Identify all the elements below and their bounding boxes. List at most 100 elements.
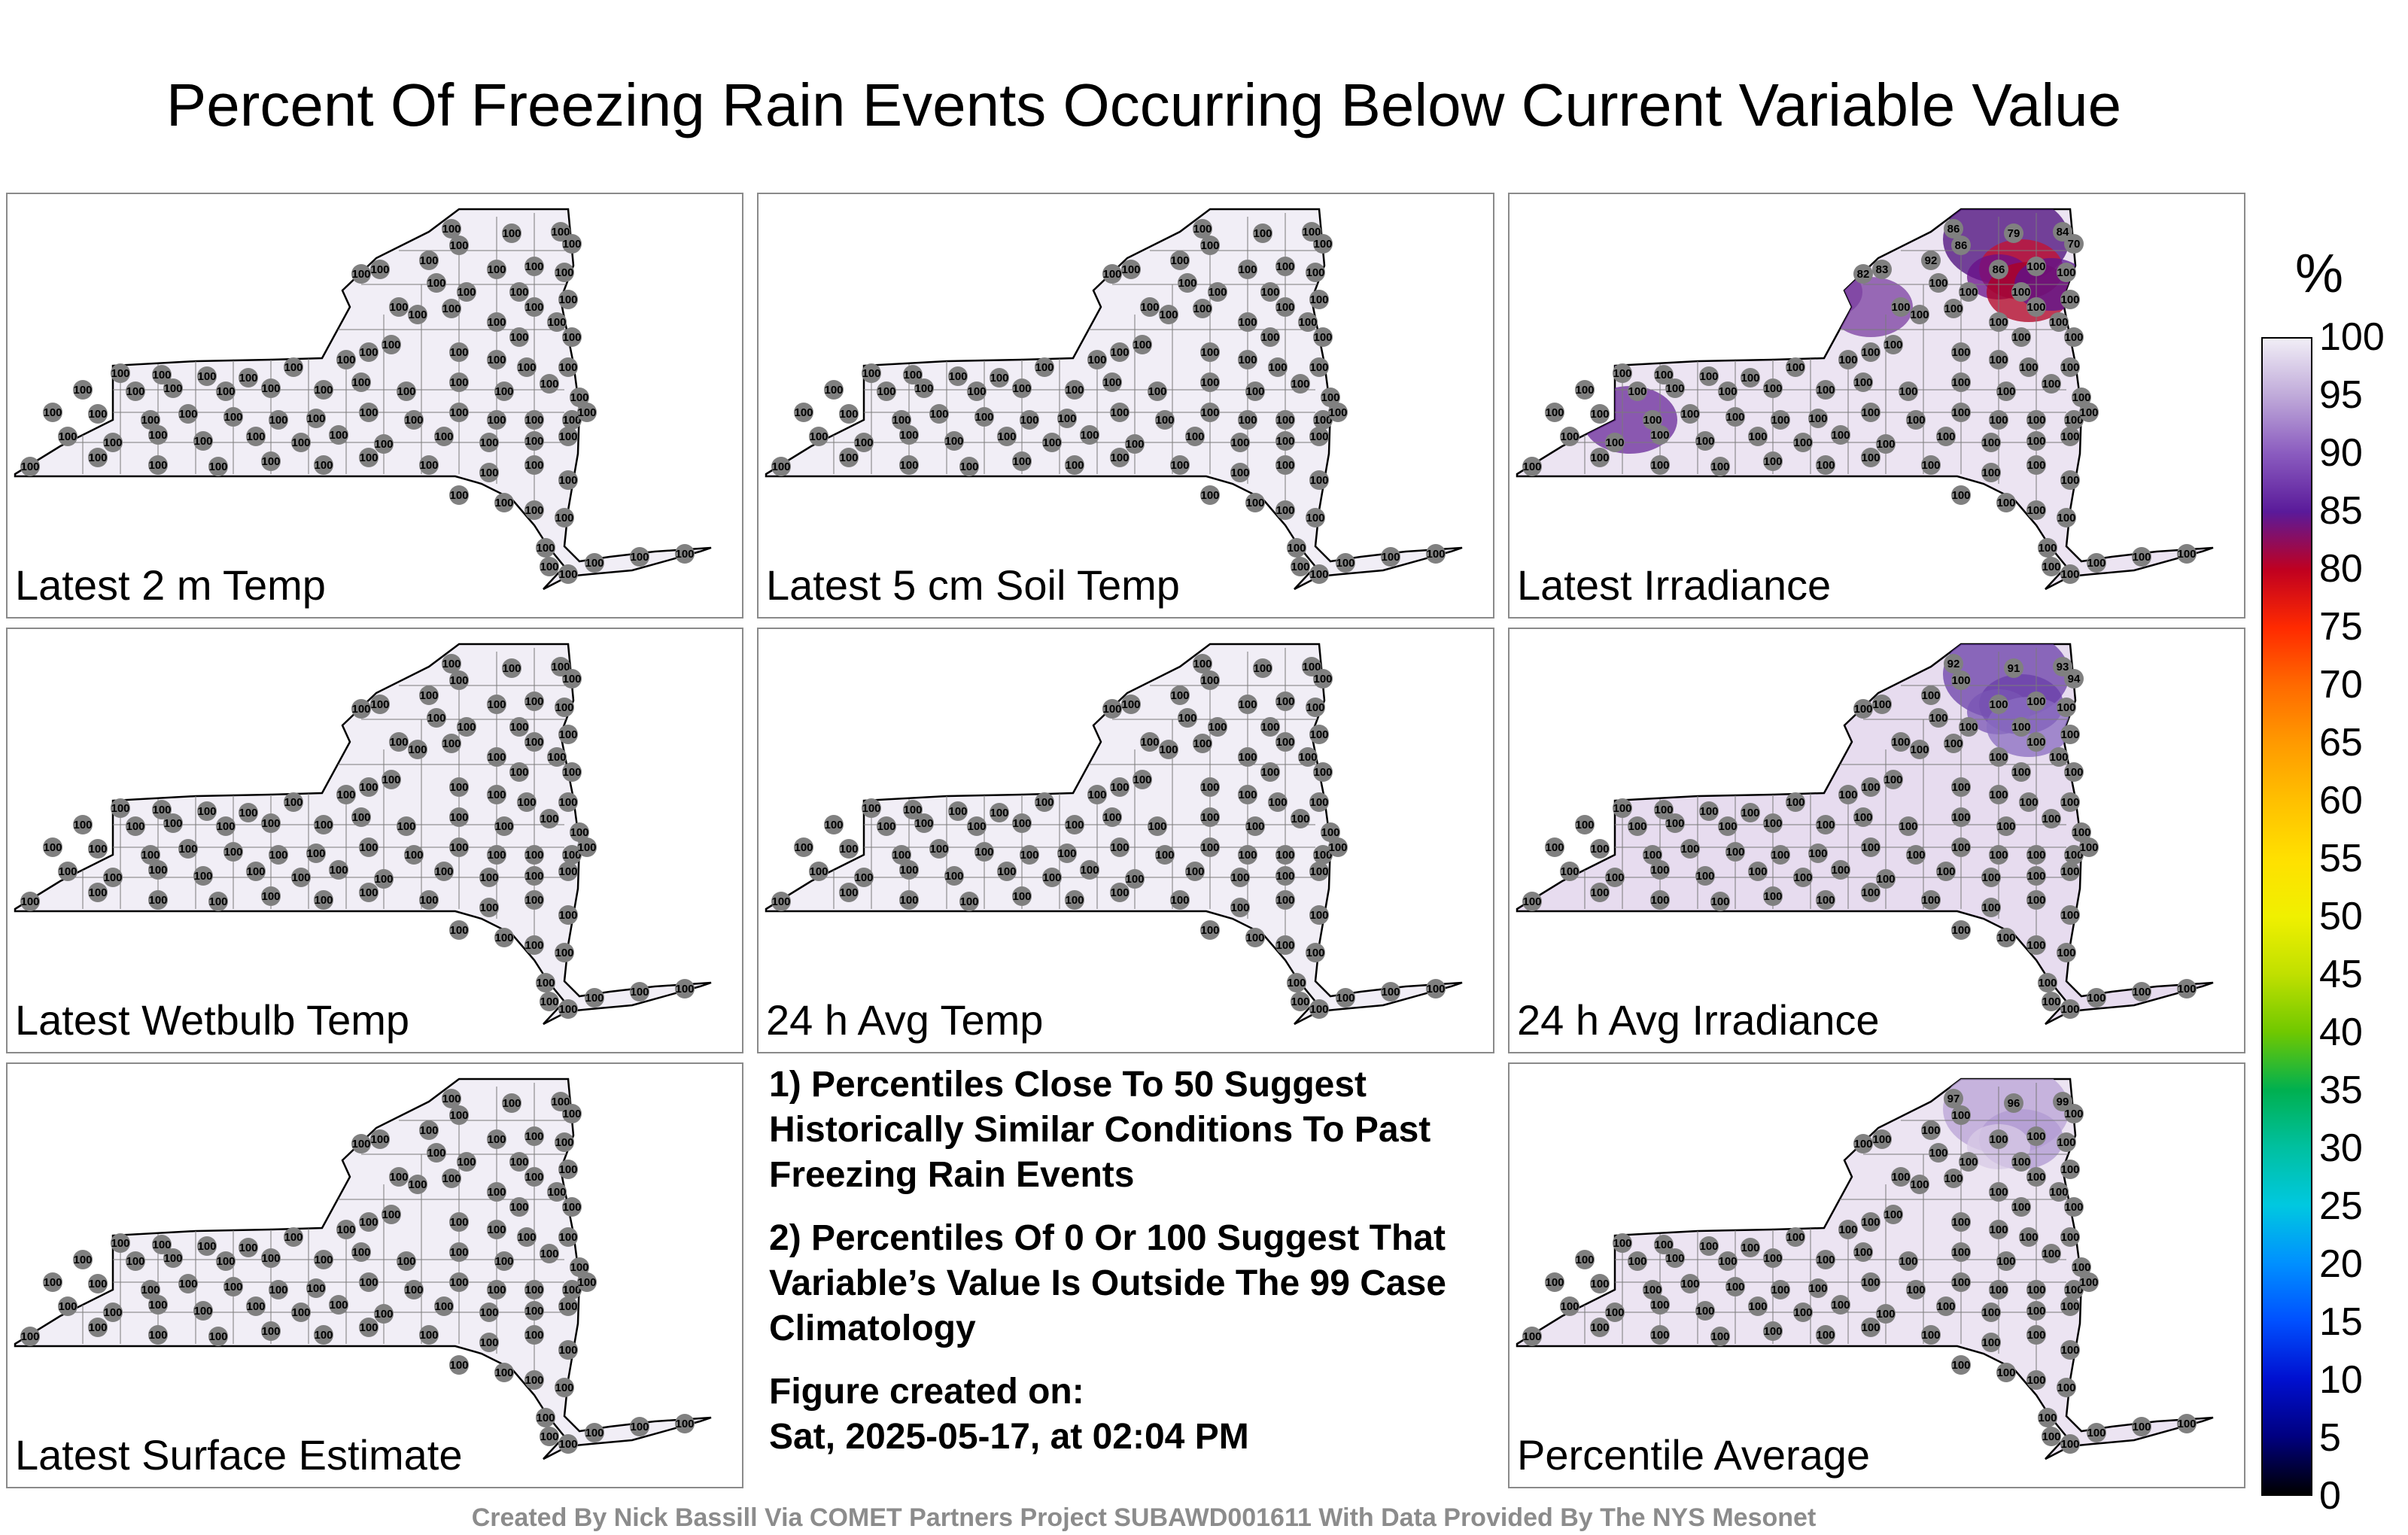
station-marker: 100: [419, 685, 439, 705]
svg-text:100: 100: [2026, 695, 2045, 708]
station-marker: 100: [408, 740, 427, 759]
station-marker: 100: [314, 380, 333, 400]
svg-text:100: 100: [408, 743, 427, 756]
svg-text:100: 100: [1831, 864, 1850, 877]
svg-text:100: 100: [1200, 239, 1219, 252]
station-marker: 100: [558, 1160, 578, 1179]
svg-text:100: 100: [487, 1186, 506, 1199]
station-marker: 100: [239, 803, 258, 822]
svg-text:100: 100: [2026, 849, 2045, 862]
colorbar-tick-label: 60: [2319, 779, 2363, 822]
svg-text:100: 100: [948, 370, 967, 383]
svg-text:100: 100: [1786, 796, 1804, 809]
station-marker: 100: [809, 862, 829, 881]
svg-text:100: 100: [509, 766, 528, 779]
svg-text:100: 100: [1654, 1239, 1673, 1251]
svg-text:100: 100: [1560, 430, 1579, 443]
svg-text:100: 100: [892, 849, 911, 862]
svg-text:100: 100: [1057, 412, 1076, 425]
station-marker: 100: [1910, 740, 1929, 759]
svg-text:100: 100: [1643, 414, 1662, 427]
station-marker: 100: [434, 427, 454, 446]
panel-label: 24 h Avg Temp: [766, 996, 1044, 1044]
station-marker: 100: [2026, 297, 2046, 317]
svg-text:100: 100: [291, 436, 310, 449]
station-marker: 100: [314, 815, 333, 834]
svg-text:100: 100: [389, 736, 408, 749]
station-marker: 100: [517, 357, 537, 377]
station-marker: 100: [1650, 1325, 1670, 1345]
station-marker: 100: [1200, 403, 1220, 422]
svg-text:100: 100: [1328, 841, 1347, 854]
svg-text:100: 100: [1268, 361, 1287, 374]
svg-text:100: 100: [434, 430, 453, 443]
svg-text:100: 100: [899, 864, 918, 877]
svg-text:100: 100: [329, 864, 348, 877]
station-marker: 100: [555, 1132, 574, 1152]
svg-text:100: 100: [1035, 361, 1054, 374]
station-marker: 100: [1200, 342, 1220, 362]
svg-text:100: 100: [479, 436, 498, 449]
svg-text:100: 100: [1200, 489, 1219, 502]
station-marker: 100: [20, 892, 40, 911]
svg-text:100: 100: [551, 1096, 570, 1108]
svg-text:100: 100: [2026, 435, 2045, 448]
station-marker: 100: [2064, 1280, 2084, 1299]
svg-text:100: 100: [1981, 871, 2000, 884]
svg-text:100: 100: [1944, 1172, 1963, 1185]
svg-text:100: 100: [1306, 701, 1324, 714]
svg-text:100: 100: [1996, 497, 2015, 509]
svg-text:100: 100: [2064, 1108, 2083, 1120]
station-marker: 100: [1238, 350, 1257, 369]
station-marker: 100: [1748, 427, 1768, 446]
station-marker: 100: [88, 883, 108, 902]
svg-text:100: 100: [1996, 385, 2015, 398]
station-marker: 100: [2060, 725, 2080, 744]
station-marker: 100: [1861, 448, 1880, 467]
svg-text:100: 100: [2064, 1284, 2083, 1296]
svg-text:100: 100: [2019, 1231, 2038, 1244]
station-marker: 100: [1309, 862, 1329, 881]
svg-text:100: 100: [1110, 781, 1129, 794]
station-marker: 100: [1951, 1355, 1971, 1375]
station-marker: 100: [359, 403, 379, 422]
svg-text:100: 100: [1291, 378, 1309, 391]
station-marker: 100: [1309, 290, 1329, 309]
svg-text:100: 100: [336, 1223, 355, 1236]
station-marker: 100: [1545, 1272, 1564, 1292]
svg-text:100: 100: [1718, 385, 1737, 398]
svg-text:100: 100: [359, 451, 378, 464]
station-marker: 100: [284, 357, 303, 377]
station-marker: 100: [103, 1302, 123, 1322]
station-marker: 100: [73, 815, 93, 834]
station-marker: 100: [562, 845, 582, 865]
station-marker: 100: [1268, 357, 1288, 377]
station-marker: 100: [239, 1238, 258, 1257]
svg-text:100: 100: [1710, 460, 1729, 473]
svg-text:100: 100: [839, 886, 858, 899]
station-marker: 100: [1853, 699, 1873, 719]
colorbar-tick-label: 80: [2319, 547, 2363, 591]
station-marker: 100: [148, 425, 168, 445]
svg-text:100: 100: [427, 277, 445, 290]
svg-text:100: 100: [1996, 1255, 2015, 1268]
svg-text:100: 100: [1853, 703, 1872, 716]
station-marker: 100: [1816, 890, 1835, 910]
station-marker: 100: [427, 1143, 446, 1163]
svg-text:100: 100: [1245, 820, 1264, 833]
station-marker: 100: [1306, 508, 1325, 527]
svg-text:100: 100: [374, 1308, 393, 1321]
svg-text:100: 100: [562, 238, 581, 251]
svg-text:100: 100: [442, 658, 461, 670]
station-marker: 100: [1996, 928, 2016, 947]
svg-text:100: 100: [1193, 737, 1212, 750]
svg-text:100: 100: [434, 865, 453, 878]
station-marker: 100: [427, 708, 446, 728]
svg-text:100: 100: [351, 811, 370, 824]
svg-text:100: 100: [1238, 354, 1257, 366]
station-marker: 100: [2026, 935, 2046, 955]
map-panel-5: 100 100 100 100 100 100 100 100 100 100 100 100 100 1…: [757, 628, 1494, 1053]
svg-text:100: 100: [487, 316, 506, 329]
svg-text:100: 100: [1613, 1237, 1631, 1250]
